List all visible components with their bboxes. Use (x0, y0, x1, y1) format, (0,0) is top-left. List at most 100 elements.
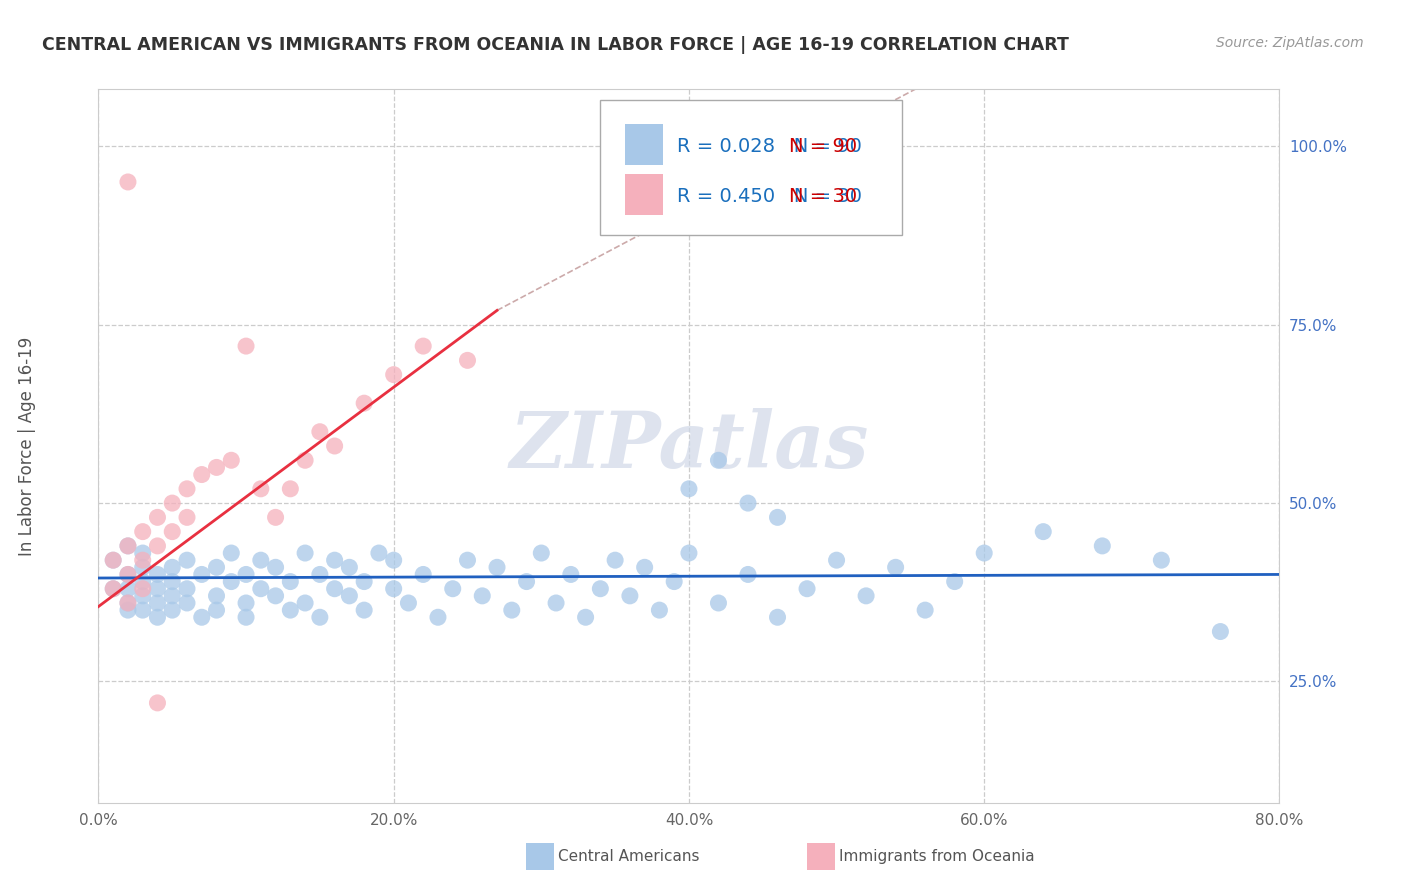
Point (280, 603, 302, 617)
Point (825, 553, 848, 567)
Point (1032, 524, 1054, 539)
Point (264, 589, 287, 603)
Point (162, 524, 183, 539)
Point (221, 453, 243, 467)
Point (162, 560, 183, 574)
Point (117, 539, 139, 553)
Point (648, 603, 671, 617)
Point (516, 574, 538, 589)
FancyBboxPatch shape (626, 174, 664, 215)
Point (353, 603, 375, 617)
Point (117, 175, 139, 189)
Point (221, 574, 243, 589)
Point (486, 560, 509, 574)
Point (766, 510, 789, 524)
Point (457, 353, 479, 368)
Point (589, 582, 612, 596)
Point (162, 589, 183, 603)
Point (605, 553, 627, 567)
Point (309, 610, 332, 624)
Point (132, 546, 155, 560)
Point (264, 510, 287, 524)
Point (471, 589, 494, 603)
Point (191, 567, 214, 582)
Point (221, 546, 243, 560)
Point (117, 582, 139, 596)
Point (707, 453, 730, 467)
Point (250, 582, 273, 596)
Point (117, 596, 139, 610)
Point (103, 553, 125, 567)
Point (146, 696, 169, 710)
Point (205, 460, 228, 475)
Point (235, 596, 257, 610)
Point (457, 553, 479, 567)
Point (707, 596, 730, 610)
Point (368, 546, 391, 560)
Text: Central Americans: Central Americans (558, 849, 700, 863)
Point (205, 560, 228, 574)
Point (132, 524, 155, 539)
Point (678, 482, 700, 496)
Point (1150, 553, 1173, 567)
Point (353, 396, 375, 410)
Point (339, 560, 361, 574)
Point (132, 582, 155, 596)
Point (294, 546, 316, 560)
Point (294, 453, 316, 467)
Point (619, 589, 641, 603)
Point (176, 482, 198, 496)
Point (146, 610, 169, 624)
Point (162, 603, 183, 617)
Point (103, 582, 125, 596)
Point (132, 560, 155, 574)
Text: CENTRAL AMERICAN VS IMMIGRANTS FROM OCEANIA IN LABOR FORCE | AGE 16-19 CORRELATI: CENTRAL AMERICAN VS IMMIGRANTS FROM OCEA… (42, 36, 1069, 54)
Point (441, 582, 464, 596)
Point (427, 610, 450, 624)
Point (132, 603, 155, 617)
Text: N = 90: N = 90 (789, 136, 858, 156)
Point (914, 603, 936, 617)
Point (382, 368, 405, 382)
Text: Source: ZipAtlas.com: Source: ZipAtlas.com (1216, 36, 1364, 50)
Point (205, 603, 228, 617)
Point (176, 510, 198, 524)
Point (103, 582, 125, 596)
Point (412, 567, 434, 582)
Point (264, 560, 287, 574)
Point (339, 589, 361, 603)
Point (117, 539, 139, 553)
Point (309, 425, 332, 439)
Text: ZIPatlas: ZIPatlas (509, 408, 869, 484)
Point (146, 582, 169, 596)
Point (664, 574, 686, 589)
Point (250, 482, 273, 496)
Point (382, 553, 405, 567)
Point (398, 596, 420, 610)
Point (323, 439, 346, 453)
Point (634, 560, 657, 574)
FancyBboxPatch shape (626, 124, 664, 165)
Point (132, 574, 155, 589)
Text: Immigrants from Oceania: Immigrants from Oceania (839, 849, 1035, 863)
Point (737, 567, 759, 582)
Point (546, 596, 568, 610)
Point (176, 582, 198, 596)
Point (412, 339, 434, 353)
Point (943, 574, 966, 589)
Point (530, 546, 553, 560)
Point (205, 589, 228, 603)
Point (855, 589, 877, 603)
Point (766, 610, 789, 624)
Point (382, 582, 405, 596)
Point (132, 589, 155, 603)
Point (176, 553, 198, 567)
Point (146, 596, 169, 610)
Point (1091, 539, 1114, 553)
Point (973, 546, 995, 560)
FancyBboxPatch shape (600, 100, 901, 235)
Point (884, 560, 907, 574)
Point (575, 610, 598, 624)
Point (117, 567, 139, 582)
Point (1209, 624, 1232, 639)
